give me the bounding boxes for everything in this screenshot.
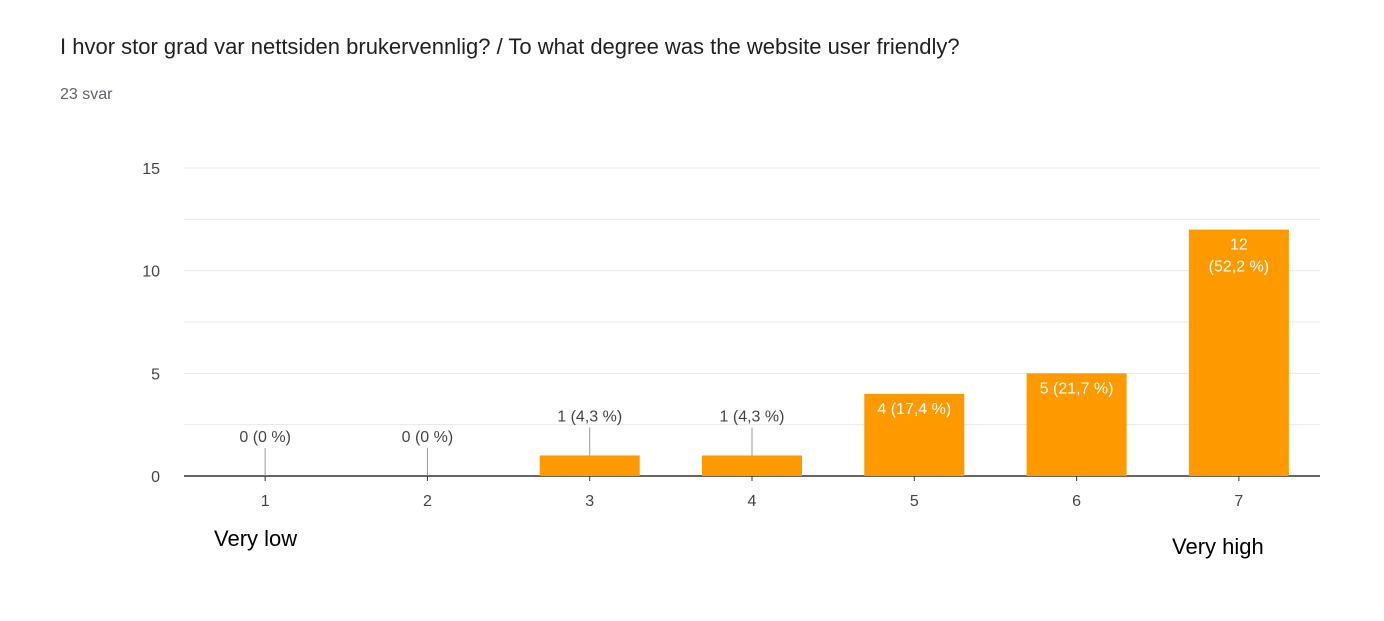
data-label: 1 (4,3 %) xyxy=(720,408,785,425)
x-tick-label: 4 xyxy=(748,493,757,510)
x-tick-label: 5 xyxy=(910,493,919,510)
y-tick-label: 5 xyxy=(151,366,160,383)
y-tick-label: 10 xyxy=(142,264,160,281)
data-label: 5 (21,7 %) xyxy=(1040,380,1114,397)
data-label: 0 (0 %) xyxy=(239,429,291,446)
x-tick-label: 1 xyxy=(261,493,270,510)
scale-label-low: Very low xyxy=(214,526,298,551)
data-label: (52,2 %) xyxy=(1209,259,1269,276)
y-tick-label: 15 xyxy=(142,161,160,178)
x-tick-label: 2 xyxy=(423,493,432,510)
response-count: 23 svar xyxy=(60,86,113,103)
scale-label-high: Very high xyxy=(1172,534,1264,559)
x-tick-label: 7 xyxy=(1234,493,1243,510)
data-label: 12 xyxy=(1230,237,1248,254)
data-label: 4 (17,4 %) xyxy=(877,401,951,418)
bar xyxy=(864,393,965,476)
bar xyxy=(1026,373,1127,476)
y-tick-label: 0 xyxy=(151,469,160,486)
chart-title: I hvor stor grad var nettsiden brukerven… xyxy=(60,34,960,59)
bar xyxy=(1188,229,1289,476)
x-tick-label: 3 xyxy=(585,493,594,510)
data-label: 0 (0 %) xyxy=(402,429,454,446)
bar xyxy=(702,455,802,476)
data-label: 1 (4,3 %) xyxy=(557,408,622,425)
bar xyxy=(539,455,640,476)
x-tick-label: 6 xyxy=(1072,493,1081,510)
